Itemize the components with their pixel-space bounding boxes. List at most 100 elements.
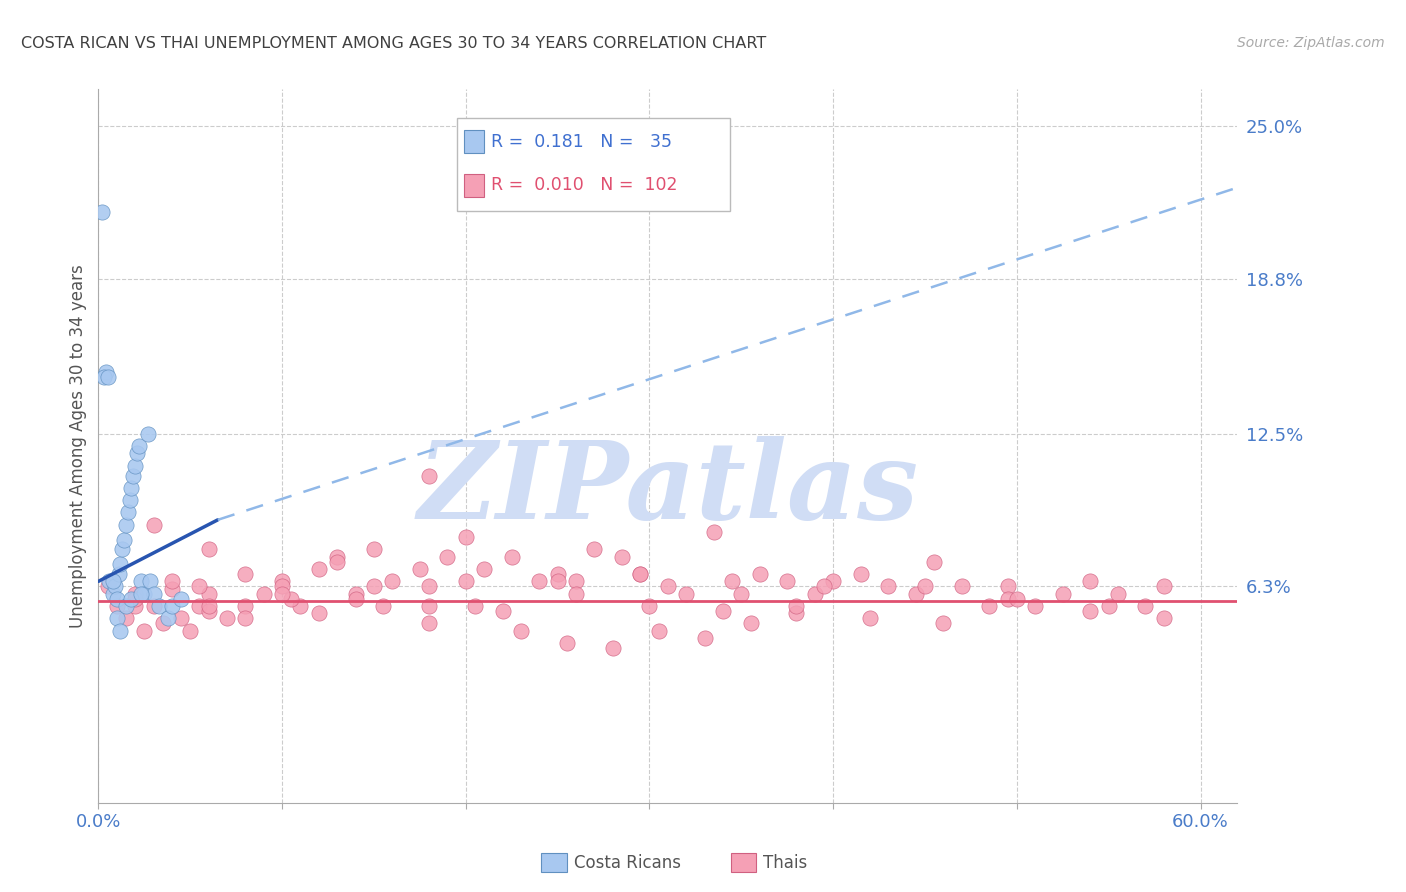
Point	[877, 579, 900, 593]
Point	[115, 599, 138, 613]
Point	[160, 574, 183, 589]
Point	[363, 579, 385, 593]
Point	[509, 624, 531, 638]
Point	[197, 542, 219, 557]
Point	[950, 579, 973, 593]
Point	[464, 599, 486, 613]
Point	[91, 205, 114, 219]
Point	[94, 365, 117, 379]
Point	[813, 579, 835, 593]
Point	[134, 587, 156, 601]
Text: COSTA RICAN VS THAI UNEMPLOYMENT AMONG AGES 30 TO 34 YEARS CORRELATION CHART: COSTA RICAN VS THAI UNEMPLOYMENT AMONG A…	[21, 36, 766, 51]
Point	[124, 587, 146, 601]
Point	[97, 370, 120, 384]
Point	[932, 616, 955, 631]
Point	[121, 481, 143, 495]
Point	[129, 587, 152, 601]
Point	[1052, 587, 1074, 601]
Text: Thais: Thais	[763, 854, 807, 871]
Point	[235, 599, 257, 613]
Point	[105, 591, 128, 606]
Point	[472, 562, 495, 576]
Point	[363, 542, 385, 557]
Point	[785, 599, 807, 613]
Point	[565, 574, 588, 589]
Point	[657, 579, 679, 593]
Point	[409, 562, 432, 576]
Point	[997, 579, 1019, 593]
Point	[179, 624, 201, 638]
Point	[418, 599, 440, 613]
Point	[849, 566, 872, 581]
Point	[703, 525, 725, 540]
Point	[859, 611, 882, 625]
Point	[142, 599, 165, 613]
Point	[128, 439, 150, 453]
Point	[914, 579, 936, 593]
Text: Source: ZipAtlas.com: Source: ZipAtlas.com	[1237, 36, 1385, 50]
Point	[922, 555, 945, 569]
Point	[107, 566, 129, 581]
Point	[142, 587, 165, 601]
Point	[721, 574, 744, 589]
Point	[344, 587, 367, 601]
Point	[326, 555, 349, 569]
Point	[308, 562, 330, 576]
Point	[555, 636, 578, 650]
Point	[547, 574, 569, 589]
Point	[748, 566, 770, 581]
Point	[170, 611, 193, 625]
Point	[197, 604, 219, 618]
Point	[160, 582, 183, 596]
Point	[101, 587, 124, 601]
Point	[418, 579, 440, 593]
Point	[142, 517, 165, 532]
Point	[628, 566, 651, 581]
Point	[785, 607, 807, 621]
Point	[436, 549, 458, 564]
Point	[97, 579, 120, 593]
Point	[326, 549, 349, 564]
Point	[124, 458, 146, 473]
Point	[111, 542, 134, 557]
Point	[730, 587, 752, 601]
Point	[1153, 579, 1175, 593]
Point	[125, 446, 148, 460]
Point	[280, 591, 302, 606]
Text: ZIPatlas: ZIPatlas	[418, 436, 918, 541]
Point	[711, 604, 734, 618]
Point	[1153, 611, 1175, 625]
Point	[1078, 574, 1101, 589]
Point	[122, 468, 145, 483]
Point	[308, 607, 330, 621]
Point	[271, 579, 294, 593]
Point	[235, 611, 257, 625]
Point	[112, 533, 135, 547]
Point	[602, 640, 624, 655]
Point	[454, 530, 477, 544]
Point	[188, 579, 211, 593]
Point	[344, 591, 367, 606]
Point	[115, 611, 138, 625]
Point	[121, 591, 143, 606]
Point	[152, 616, 174, 631]
Point	[491, 604, 513, 618]
Point	[1107, 587, 1129, 601]
Point	[110, 557, 132, 571]
Point	[418, 468, 440, 483]
Point	[117, 505, 139, 519]
Point	[1098, 599, 1121, 613]
Point	[271, 574, 294, 589]
Text: R =  0.010   N =  102: R = 0.010 N = 102	[491, 177, 678, 194]
Point	[197, 587, 219, 601]
Point	[776, 574, 799, 589]
Point	[565, 587, 588, 601]
Point	[124, 591, 146, 606]
Point	[170, 591, 193, 606]
Point	[290, 599, 312, 613]
Point	[118, 493, 141, 508]
Point	[105, 611, 128, 625]
Point	[115, 517, 138, 532]
Point	[675, 587, 697, 601]
Point	[1078, 604, 1101, 618]
